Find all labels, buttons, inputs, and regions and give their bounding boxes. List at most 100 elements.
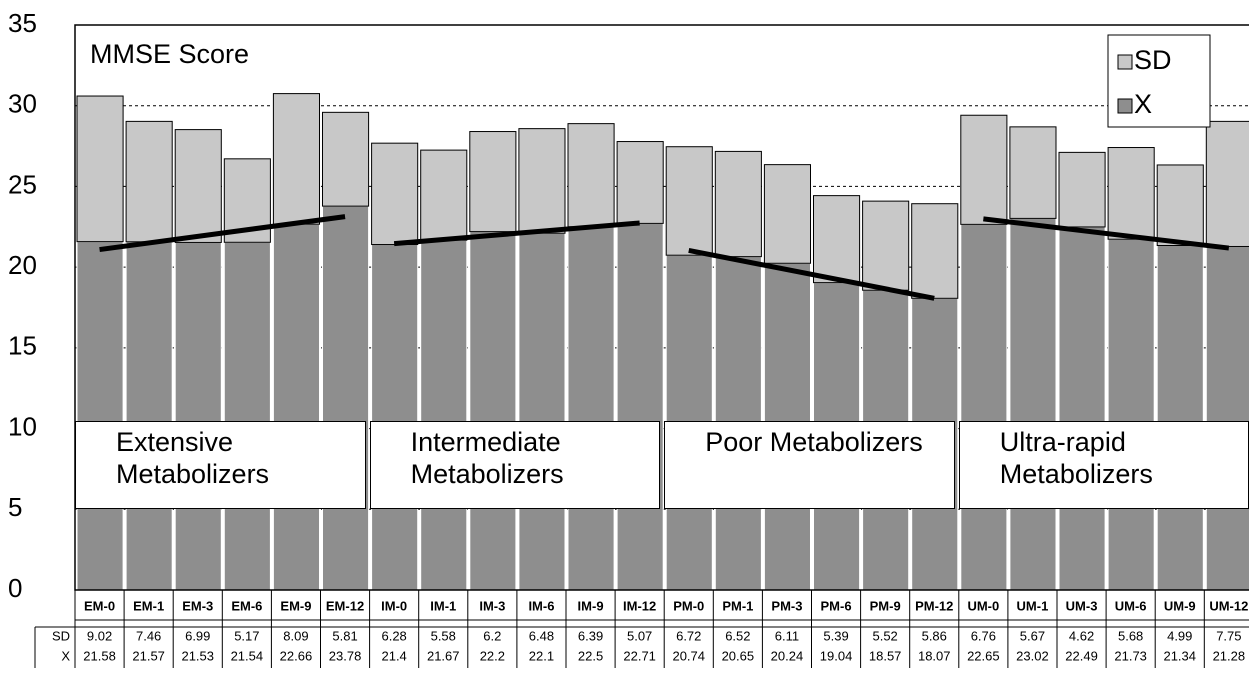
bar-x [567,226,615,591]
table-sd: 6.48 [529,628,554,643]
table-sd: 6.76 [971,628,996,643]
table-sd: 5.67 [1020,628,1045,643]
x-tick-label: PM-0 [673,598,704,613]
bar-sd [518,128,566,234]
trend-line [393,220,640,247]
bar-x [518,232,566,591]
trend-line [688,247,935,301]
bar-sd [469,131,517,233]
table-sd: 6.99 [185,628,210,643]
y-tick-label: 20 [8,250,37,280]
bar-x [1009,217,1057,591]
bar-x [960,223,1008,591]
group-label: Extensive Metabolizers [75,420,366,510]
x-tick-label: IM-1 [430,598,456,613]
table-x: 18.57 [869,648,902,663]
bar-x [322,205,370,591]
x-tick-label: UM-0 [967,598,999,613]
x-tick-label: EM-0 [84,598,115,613]
x-tick-label: UM-6 [1115,598,1147,613]
table-sd: 5.52 [872,628,897,643]
table-row-label: X [61,648,70,663]
x-tick-label: PM-9 [870,598,901,613]
x-tick-label: PM-1 [722,598,753,613]
y-tick-label: 15 [8,331,37,361]
table-x: 20.65 [722,648,755,663]
table-sd: 6.72 [676,628,701,643]
bar-sd [1205,120,1249,247]
bar-sd [763,164,812,264]
x-tick-label: EM-12 [326,598,364,613]
x-tick-label: UM-3 [1066,598,1098,613]
bar-sd [125,120,173,243]
table-x: 23.78 [329,648,362,663]
table-sd: 5.81 [332,628,357,643]
bar-sd [862,200,910,291]
table-x: 21.73 [1114,648,1147,663]
bar-sd [567,123,615,228]
table-sd: 5.86 [922,628,947,643]
bar-sd [1009,126,1057,219]
bar-sd [272,93,320,225]
table-x: 23.02 [1016,648,1049,663]
bar-x [1156,245,1204,591]
x-tick-label: EM-6 [231,598,262,613]
table-x: 21.54 [231,648,264,663]
table-x: 21.34 [1163,648,1196,663]
table-x: 22.65 [967,648,1000,663]
table-sd: 6.52 [725,628,750,643]
table-sd: 9.02 [87,628,112,643]
y-tick-label: 30 [8,89,37,119]
y-tick-label: 35 [8,8,37,38]
table-x: 18.07 [918,648,951,663]
table-sd: 6.28 [381,628,406,643]
bar-sd [1107,147,1155,240]
bar-sd [1156,164,1204,247]
table-sd: 4.99 [1167,628,1192,643]
table-x: 21.53 [181,648,214,663]
x-tick-label: IM-12 [623,598,656,613]
table-x: 22.71 [623,648,656,663]
y-tick-label: 0 [8,573,22,603]
table-sd: 5.58 [431,628,456,643]
table-x: 22.2 [480,648,505,663]
table-sd: 6.39 [578,628,603,643]
table-x: 21.58 [83,648,116,663]
chart-title: MMSE Score [90,39,249,69]
table-sd: 5.68 [1118,628,1143,643]
bar-x [272,223,320,591]
table-sd: 5.07 [627,628,652,643]
table-sd: 7.75 [1216,628,1241,643]
table-x: 22.66 [280,648,313,663]
legend-swatch [1117,98,1133,114]
table-x: 20.24 [771,648,804,663]
table-sd: 5.39 [823,628,848,643]
bar-x [1107,238,1155,591]
table-sd: 8.09 [283,628,308,643]
bar-sd [76,95,124,243]
bar-x [469,231,517,591]
group-label: Poor Metabolizers [664,420,955,510]
bar-sd [911,203,959,299]
x-tick-label: IM-6 [528,598,554,613]
table-x: 22.5 [578,648,603,663]
bar-x [223,241,271,591]
table-x: 21.67 [427,648,460,663]
table-x: 21.28 [1213,648,1246,663]
x-tick-label: UM-9 [1164,598,1196,613]
x-tick-label: EM-9 [280,598,311,613]
x-tick-label: PM-6 [821,598,852,613]
bar-x [76,241,124,591]
bar-sd [174,129,222,243]
table-sd: 6.2 [483,628,501,643]
table-x: 22.1 [529,648,554,663]
bar-sd [616,141,664,224]
bar-sd [1058,151,1106,228]
group-label: Ultra-rapid Metabolizers [958,420,1249,510]
x-tick-label: UM-12 [1209,598,1248,613]
table-sd: 5.17 [234,628,259,643]
x-tick-label: IM-3 [479,598,505,613]
bar-sd [322,111,370,207]
bar-sd [714,150,762,258]
